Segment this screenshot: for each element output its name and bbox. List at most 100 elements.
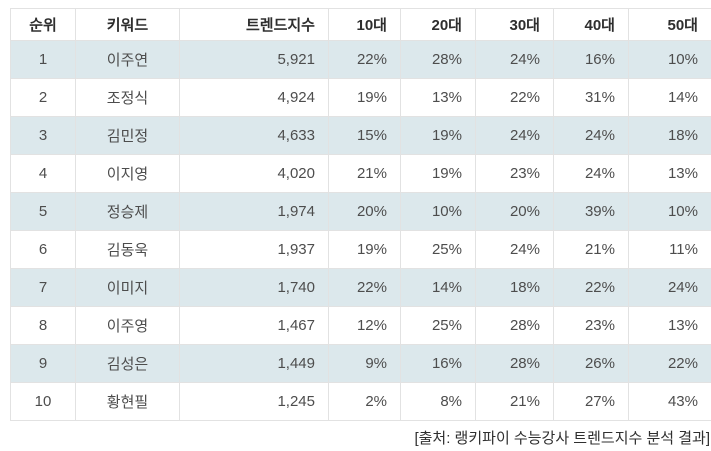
cell-age-10s: 22%: [328, 40, 401, 79]
cell-trend-index: 1,449: [179, 344, 329, 383]
cell-keyword: 이주연: [75, 40, 180, 79]
cell-age-40s: 24%: [553, 154, 629, 193]
cell-age-20s: 25%: [400, 306, 476, 345]
cell-trend-index: 5,921: [179, 40, 329, 79]
cell-age-30s: 28%: [475, 306, 554, 345]
cell-rank: 2: [10, 78, 76, 117]
cell-age-20s: 10%: [400, 192, 476, 231]
cell-age-50s: 10%: [628, 192, 711, 231]
cell-age-10s: 21%: [328, 154, 401, 193]
cell-rank: 3: [10, 116, 76, 155]
cell-trend-index: 4,020: [179, 154, 329, 193]
cell-age-20s: 16%: [400, 344, 476, 383]
cell-trend-index: 1,740: [179, 268, 329, 307]
cell-keyword: 김동욱: [75, 230, 180, 269]
cell-age-10s: 20%: [328, 192, 401, 231]
table-row: 10 황현필 1,245 2% 8% 21% 27% 43%: [10, 382, 711, 421]
cell-age-30s: 21%: [475, 382, 554, 421]
col-header-age-10s: 10대: [328, 8, 401, 41]
cell-age-40s: 24%: [553, 116, 629, 155]
cell-trend-index: 1,974: [179, 192, 329, 231]
cell-age-40s: 16%: [553, 40, 629, 79]
cell-rank: 9: [10, 344, 76, 383]
cell-age-20s: 14%: [400, 268, 476, 307]
cell-age-30s: 20%: [475, 192, 554, 231]
cell-age-30s: 18%: [475, 268, 554, 307]
cell-age-50s: 13%: [628, 306, 711, 345]
cell-keyword: 조정식: [75, 78, 180, 117]
cell-age-20s: 28%: [400, 40, 476, 79]
table-row: 6 김동욱 1,937 19% 25% 24% 21% 11%: [10, 230, 711, 269]
cell-age-40s: 27%: [553, 382, 629, 421]
cell-age-50s: 10%: [628, 40, 711, 79]
col-header-rank: 순위: [10, 8, 76, 41]
cell-rank: 5: [10, 192, 76, 231]
col-header-age-40s: 40대: [553, 8, 629, 41]
cell-trend-index: 1,937: [179, 230, 329, 269]
cell-age-40s: 21%: [553, 230, 629, 269]
cell-age-50s: 14%: [628, 78, 711, 117]
cell-keyword: 김성은: [75, 344, 180, 383]
cell-age-40s: 22%: [553, 268, 629, 307]
cell-age-30s: 28%: [475, 344, 554, 383]
table-row: 1 이주연 5,921 22% 28% 24% 16% 10%: [10, 40, 711, 79]
trend-index-table: 순위 키워드 트렌드지수 10대 20대 30대 40대 50대 1 이주연 5…: [10, 8, 711, 421]
cell-age-10s: 2%: [328, 382, 401, 421]
cell-age-10s: 19%: [328, 78, 401, 117]
col-header-trend-index: 트렌드지수: [179, 8, 329, 41]
table-row: 9 김성은 1,449 9% 16% 28% 26% 22%: [10, 344, 711, 383]
cell-keyword: 이주영: [75, 306, 180, 345]
header-row: 순위 키워드 트렌드지수 10대 20대 30대 40대 50대: [10, 8, 711, 41]
cell-age-40s: 39%: [553, 192, 629, 231]
cell-keyword: 황현필: [75, 382, 180, 421]
cell-rank: 6: [10, 230, 76, 269]
cell-rank: 10: [10, 382, 76, 421]
table-row: 7 이미지 1,740 22% 14% 18% 22% 24%: [10, 268, 711, 307]
cell-age-40s: 31%: [553, 78, 629, 117]
cell-keyword: 김민정: [75, 116, 180, 155]
cell-age-50s: 24%: [628, 268, 711, 307]
cell-age-20s: 19%: [400, 116, 476, 155]
cell-age-10s: 19%: [328, 230, 401, 269]
source-caption: [출처: 랭키파이 수능강사 트렌드지수 분석 결과]: [414, 430, 710, 447]
cell-keyword: 이지영: [75, 154, 180, 193]
col-header-age-30s: 30대: [475, 8, 554, 41]
cell-rank: 8: [10, 306, 76, 345]
table-row: 2 조정식 4,924 19% 13% 22% 31% 14%: [10, 78, 711, 117]
cell-age-20s: 19%: [400, 154, 476, 193]
table-row: 8 이주영 1,467 12% 25% 28% 23% 13%: [10, 306, 711, 345]
cell-trend-index: 4,633: [179, 116, 329, 155]
cell-age-30s: 24%: [475, 230, 554, 269]
cell-rank: 4: [10, 154, 76, 193]
table-row: 5 정승제 1,974 20% 10% 20% 39% 10%: [10, 192, 711, 231]
col-header-keyword: 키워드: [75, 8, 180, 41]
col-header-age-50s: 50대: [628, 8, 711, 41]
cell-age-40s: 26%: [553, 344, 629, 383]
cell-age-10s: 12%: [328, 306, 401, 345]
cell-keyword: 이미지: [75, 268, 180, 307]
cell-age-50s: 22%: [628, 344, 711, 383]
cell-age-10s: 22%: [328, 268, 401, 307]
cell-age-40s: 23%: [553, 306, 629, 345]
cell-age-20s: 25%: [400, 230, 476, 269]
table-row: 3 김민정 4,633 15% 19% 24% 24% 18%: [10, 116, 711, 155]
cell-rank: 7: [10, 268, 76, 307]
cell-age-30s: 22%: [475, 78, 554, 117]
cell-age-10s: 9%: [328, 344, 401, 383]
table-body: 1 이주연 5,921 22% 28% 24% 16% 10% 2 조정식 4,…: [10, 40, 711, 421]
cell-age-50s: 18%: [628, 116, 711, 155]
cell-trend-index: 4,924: [179, 78, 329, 117]
cell-age-50s: 13%: [628, 154, 711, 193]
cell-age-30s: 24%: [475, 116, 554, 155]
cell-age-50s: 43%: [628, 382, 711, 421]
cell-rank: 1: [10, 40, 76, 79]
cell-age-10s: 15%: [328, 116, 401, 155]
cell-age-50s: 11%: [628, 230, 711, 269]
cell-age-30s: 23%: [475, 154, 554, 193]
cell-age-20s: 13%: [400, 78, 476, 117]
table-row: 4 이지영 4,020 21% 19% 23% 24% 13%: [10, 154, 711, 193]
col-header-age-20s: 20대: [400, 8, 476, 41]
cell-trend-index: 1,245: [179, 382, 329, 421]
cell-age-30s: 24%: [475, 40, 554, 79]
